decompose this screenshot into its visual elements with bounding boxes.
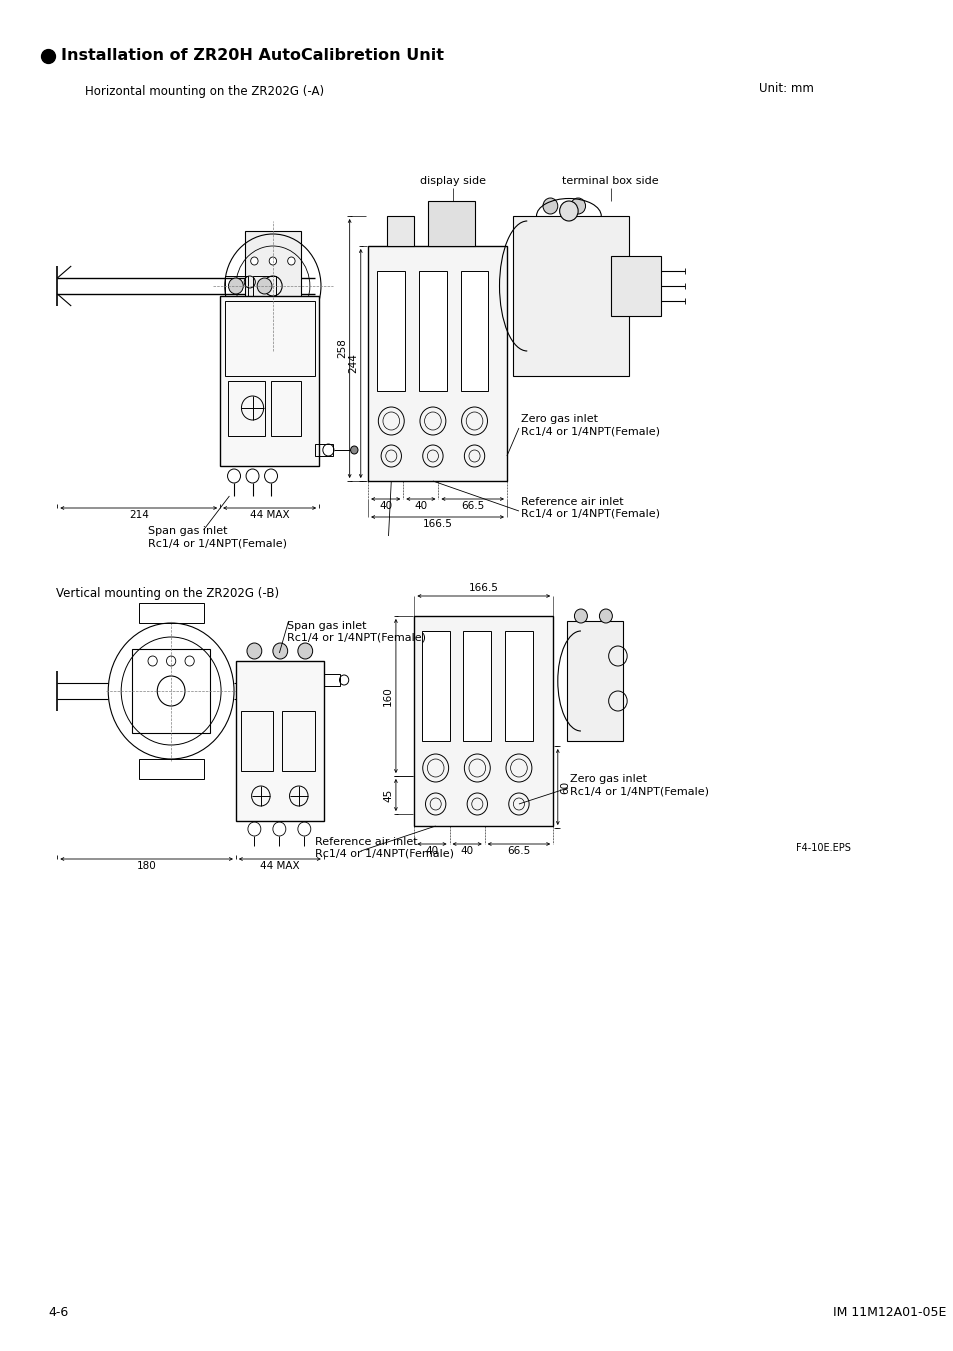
Text: Vertical mounting on the ZR202G (-B): Vertical mounting on the ZR202G (-B) [55,588,278,600]
Circle shape [350,446,357,454]
Bar [414,616,553,825]
Circle shape [257,278,272,295]
Bar [418,272,446,390]
Circle shape [297,643,313,659]
Text: 40: 40 [425,846,438,857]
Bar [513,216,628,376]
Bar [314,444,333,457]
Text: Zero gas inlet: Zero gas inlet [569,774,646,784]
Text: Rc1/4 or 1/4NPT(Female): Rc1/4 or 1/4NPT(Female) [520,509,659,519]
Bar [421,631,449,740]
Text: 160: 160 [383,686,393,705]
Bar [610,255,660,316]
Text: 40: 40 [414,501,427,511]
Circle shape [574,609,587,623]
Text: 44 MAX: 44 MAX [250,509,289,520]
Text: Span gas inlet: Span gas inlet [287,621,366,631]
Text: 45: 45 [383,789,393,801]
Bar [460,272,488,390]
Text: Zero gas inlet: Zero gas inlet [520,413,598,424]
Circle shape [288,257,294,265]
Text: terminal box side: terminal box side [561,176,659,186]
Bar [282,711,314,771]
Text: 44 MAX: 44 MAX [260,861,299,871]
Text: 244: 244 [348,354,357,373]
Text: Span gas inlet: Span gas inlet [148,526,227,536]
Text: Rc1/4 or 1/4NPT(Female): Rc1/4 or 1/4NPT(Female) [148,538,287,549]
Bar [225,301,314,376]
Bar [132,648,210,734]
Text: 214: 214 [129,509,149,520]
Circle shape [559,201,578,222]
Bar [240,711,273,771]
Text: Unit: mm: Unit: mm [758,82,813,96]
Text: F4-10E.EPS: F4-10E.EPS [795,843,849,852]
Circle shape [228,278,243,295]
Bar [245,231,300,340]
Circle shape [542,199,558,213]
Bar [271,381,300,436]
Text: display side: display side [420,176,486,186]
Text: Rc1/4 or 1/4NPT(Female): Rc1/4 or 1/4NPT(Female) [569,786,708,796]
Circle shape [247,643,261,659]
Text: Installation of ZR20H AutoCalibretion Unit: Installation of ZR20H AutoCalibretion Un… [61,49,443,63]
Circle shape [273,643,288,659]
Circle shape [283,330,295,343]
Bar [386,216,414,246]
Text: 66.5: 66.5 [460,501,484,511]
Text: 258: 258 [336,339,347,358]
Text: IM 11M12A01-05E: IM 11M12A01-05E [832,1306,945,1320]
Text: 40: 40 [460,846,474,857]
Text: Rc1/4 or 1/4NPT(Female): Rc1/4 or 1/4NPT(Female) [314,848,453,859]
Text: Horizontal mounting on the ZR202G (-A): Horizontal mounting on the ZR202G (-A) [85,85,324,97]
Bar [566,621,622,740]
Circle shape [251,257,258,265]
Circle shape [570,199,585,213]
Text: 166.5: 166.5 [422,519,452,530]
Text: Rc1/4 or 1/4NPT(Female): Rc1/4 or 1/4NPT(Female) [287,634,425,643]
Text: 166.5: 166.5 [468,584,498,593]
Text: 4-6: 4-6 [48,1306,69,1320]
Circle shape [250,330,262,343]
Bar [220,296,319,466]
Text: Reference air inlet: Reference air inlet [520,497,622,507]
Bar [504,631,533,740]
Bar [323,674,340,686]
Bar [368,246,506,481]
Circle shape [269,257,276,265]
Bar [428,201,474,246]
Bar [463,631,491,740]
Text: 40: 40 [378,501,392,511]
Text: 60: 60 [560,781,570,793]
Circle shape [598,609,612,623]
Text: 180: 180 [136,861,156,871]
Bar [377,272,405,390]
Text: Reference air inlet: Reference air inlet [314,838,416,847]
Text: Rc1/4 or 1/4NPT(Female): Rc1/4 or 1/4NPT(Female) [520,426,659,436]
Bar [228,381,264,436]
Bar [138,759,203,780]
Bar [138,603,203,623]
Bar [253,276,275,296]
Bar [235,661,323,821]
Bar [225,276,248,296]
Text: 66.5: 66.5 [507,846,530,857]
